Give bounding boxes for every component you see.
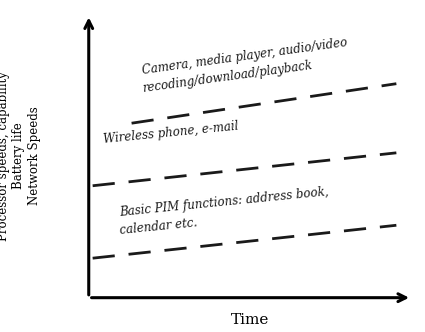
Text: Wireless phone, e-mail: Wireless phone, e-mail [103, 120, 239, 146]
Text: Camera, media player, audio/video: Camera, media player, audio/video [142, 36, 348, 77]
Text: Processor speeds, capability: Processor speeds, capability [0, 71, 10, 241]
Text: Basic PIM functions: address book,: Basic PIM functions: address book, [119, 185, 329, 219]
Text: Network Speeds: Network Speeds [28, 107, 41, 206]
Text: calendar etc.: calendar etc. [119, 216, 198, 237]
Text: Time: Time [231, 313, 269, 327]
Text: Battery life: Battery life [12, 123, 25, 190]
Text: recoding/download/playback: recoding/download/playback [142, 59, 313, 95]
